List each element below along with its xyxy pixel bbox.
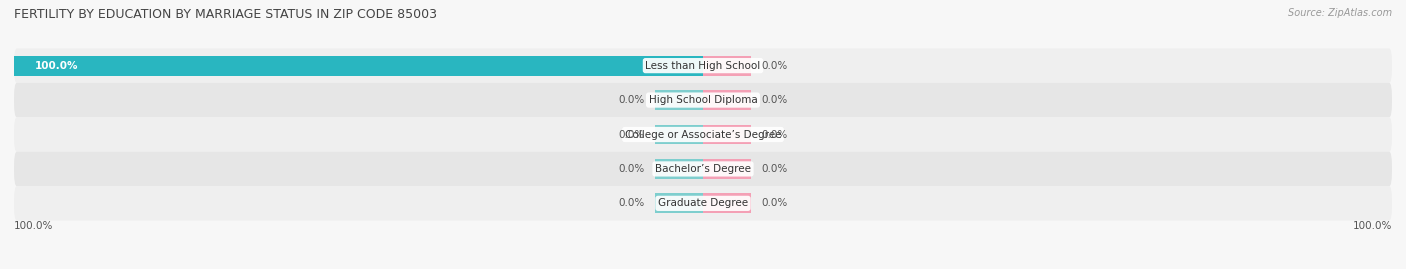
Bar	[703, 159, 751, 179]
Text: 0.0%: 0.0%	[762, 61, 787, 71]
Text: 0.0%: 0.0%	[619, 129, 644, 140]
Text: FERTILITY BY EDUCATION BY MARRIAGE STATUS IN ZIP CODE 85003: FERTILITY BY EDUCATION BY MARRIAGE STATU…	[14, 8, 437, 21]
Text: Bachelor’s Degree: Bachelor’s Degree	[655, 164, 751, 174]
Bar	[703, 193, 751, 213]
FancyBboxPatch shape	[14, 186, 1392, 221]
Bar	[703, 125, 751, 144]
Text: 0.0%: 0.0%	[762, 95, 787, 105]
Bar	[14, 56, 703, 76]
Text: Graduate Degree: Graduate Degree	[658, 198, 748, 208]
Bar	[655, 90, 703, 110]
Text: 0.0%: 0.0%	[619, 164, 644, 174]
Text: 100.0%: 100.0%	[1353, 221, 1392, 231]
FancyBboxPatch shape	[14, 48, 1392, 83]
Text: 0.0%: 0.0%	[619, 198, 644, 208]
Text: 100.0%: 100.0%	[14, 221, 53, 231]
Bar	[703, 90, 751, 110]
Bar	[655, 159, 703, 179]
Text: College or Associate’s Degree: College or Associate’s Degree	[624, 129, 782, 140]
Text: 0.0%: 0.0%	[619, 95, 644, 105]
Text: High School Diploma: High School Diploma	[648, 95, 758, 105]
Bar	[655, 125, 703, 144]
FancyBboxPatch shape	[14, 83, 1392, 117]
Bar	[655, 193, 703, 213]
Text: 0.0%: 0.0%	[762, 129, 787, 140]
FancyBboxPatch shape	[14, 152, 1392, 186]
Text: Source: ZipAtlas.com: Source: ZipAtlas.com	[1288, 8, 1392, 18]
Text: Less than High School: Less than High School	[645, 61, 761, 71]
Text: 0.0%: 0.0%	[762, 198, 787, 208]
Text: 100.0%: 100.0%	[35, 61, 79, 71]
FancyBboxPatch shape	[14, 117, 1392, 152]
Bar	[703, 56, 751, 76]
Text: 0.0%: 0.0%	[762, 164, 787, 174]
